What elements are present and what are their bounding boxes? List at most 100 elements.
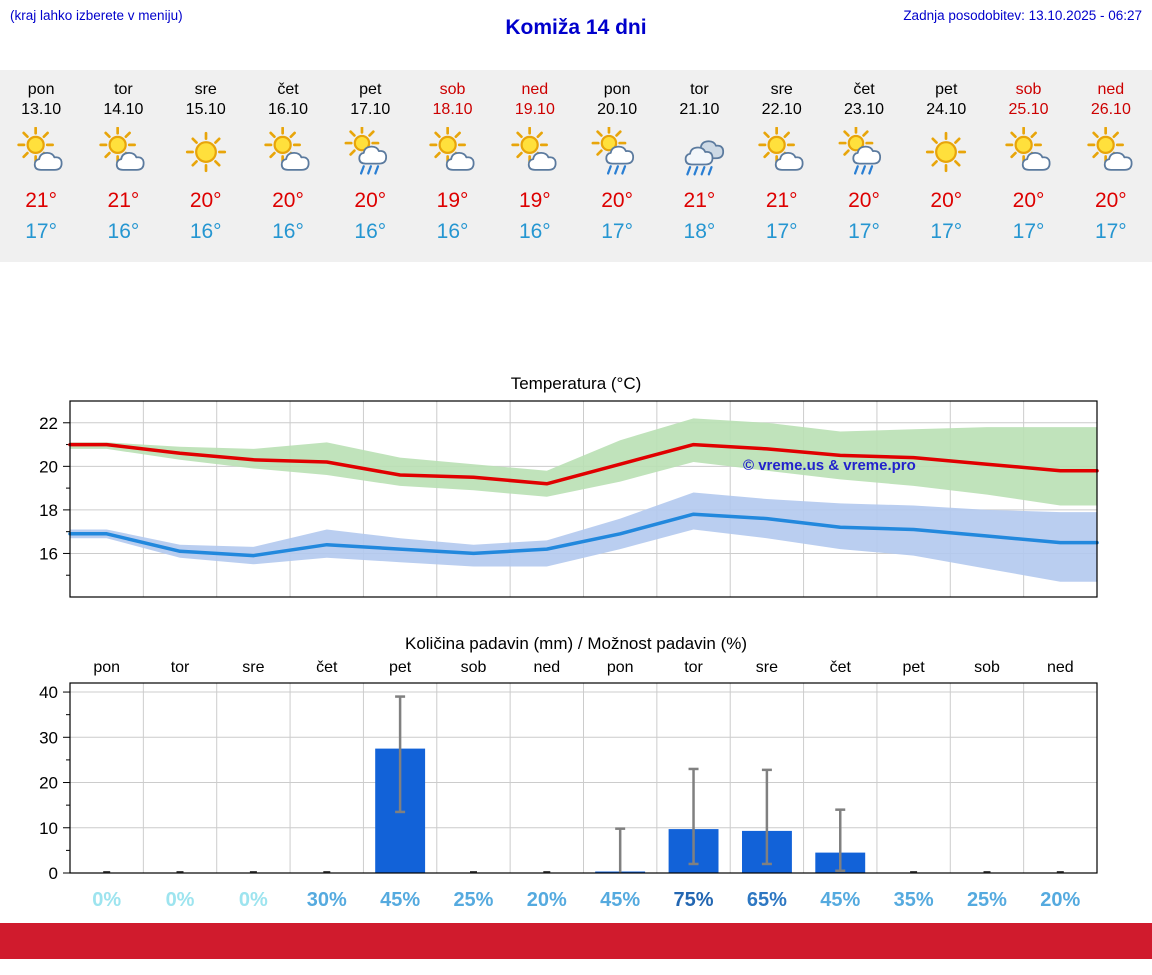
day-name: pet [359, 81, 382, 98]
temp-y-tick-label: 18 [39, 501, 58, 520]
precip-zero-tick [543, 871, 551, 873]
day-date: 22.10 [761, 101, 802, 118]
precip-day-label: pet [388, 659, 412, 676]
day-low-temp: 17° [848, 220, 880, 243]
forecast-day-column[interactable]: tor 14.10 21° 16° [82, 80, 164, 244]
forecast-day-column[interactable]: sre 15.10 20° 16° [165, 80, 247, 244]
day-low-temp: 16° [189, 220, 222, 243]
precip-zero-tick [323, 871, 331, 873]
sun-cloud-icon [758, 127, 804, 171]
max-temp-line [68, 442, 1099, 486]
watermark-link[interactable]: © vreme.us & vreme.pro [743, 457, 916, 474]
precip-day-label: pet [902, 659, 925, 676]
forecast-day-column[interactable]: pet 17.10 20° 16° [329, 80, 411, 244]
day-name: sre [770, 81, 793, 98]
day-high-temp: 20° [272, 189, 304, 212]
sun-cloud-icon [99, 127, 145, 171]
day-name: sob [1015, 81, 1042, 98]
sun-rain-icon-wrap [823, 125, 905, 179]
precip-probability: 20% [526, 889, 567, 911]
day-high-temp: 20° [848, 189, 880, 212]
footer-banner [0, 923, 1152, 959]
precip-zero-tick [910, 871, 918, 873]
temp-y-tick-label: 20 [39, 457, 58, 476]
precip-day-label: pon [606, 659, 634, 676]
precip-day-label: sre [755, 659, 778, 676]
day-date: 13.10 [21, 101, 62, 118]
precip-day-label: čet [316, 659, 338, 676]
day-high-temp: 21° [765, 189, 798, 212]
forecast-day-column[interactable]: sob 25.10 20° 17° [987, 80, 1069, 244]
precip-probability: 30% [306, 889, 347, 911]
precip-y-tick-label: 10 [39, 819, 58, 838]
last-updated: Zadnja posodobitev: 13.10.2025 - 06:27 [903, 8, 1142, 23]
precip-zero-tick [1056, 871, 1064, 873]
sun-icon-wrap [905, 125, 987, 179]
day-date: 24.10 [926, 101, 967, 118]
sun-cloud-icon-wrap [82, 125, 164, 179]
forecast-day-column[interactable]: pet 24.10 20° 17° [905, 80, 987, 244]
precip-zero-tick [470, 871, 477, 873]
rain-icon [685, 140, 725, 176]
forecast-day-column[interactable]: ned 19.10 19° 16° [494, 80, 576, 244]
min-temp-range-band [70, 492, 1097, 582]
day-date: 19.10 [514, 101, 555, 118]
temp-y-tick-label: 22 [39, 414, 58, 433]
precip-y-tick-label: 0 [49, 864, 58, 882]
forecast-day-column[interactable]: pon 13.10 21° 17° [0, 80, 82, 244]
header: (kraj lahko izberete v meniju) Komiža 14… [0, 0, 1152, 40]
sun-cloud-icon [511, 127, 557, 171]
precip-day-label: tor [684, 659, 703, 676]
temperature-chart-title: Temperatura (°C) [510, 374, 642, 393]
day-high-temp: 20° [354, 189, 387, 212]
precipitation-day-labels: pon tor sre čet pet sob ned pon tor sre čet pet sob n… [70, 659, 1097, 677]
day-date: 25.10 [1008, 101, 1049, 118]
forecast-day-column[interactable]: ned 26.10 20° 17° [1070, 80, 1152, 244]
min-temp-line [68, 512, 1099, 558]
day-name: pon [27, 81, 55, 98]
day-date: 21.10 [679, 101, 720, 118]
day-low-temp: 16° [518, 220, 551, 243]
day-date: 14.10 [103, 101, 144, 118]
sun-cloud-icon-wrap [0, 125, 82, 179]
day-low-temp: 18° [683, 220, 716, 243]
forecast-day-column[interactable]: tor 21.10 21° 18° [658, 80, 740, 244]
forecast-day-column[interactable]: čet 23.10 20° 17° [823, 80, 905, 244]
precip-y-tick-label: 30 [39, 728, 58, 747]
day-date: 23.10 [843, 101, 885, 118]
day-low-temp: 16° [272, 220, 304, 243]
day-name: tor [114, 81, 133, 98]
precip-probability: 25% [966, 889, 1007, 911]
precip-day-label: sre [242, 659, 265, 676]
sun-cloud-icon-wrap [1070, 125, 1152, 179]
precip-probability: 0% [165, 889, 195, 911]
precip-probability: 0% [238, 889, 268, 911]
precip-day-label: pon [93, 659, 121, 676]
sun-rain-icon [344, 127, 388, 175]
day-name: ned [521, 81, 549, 98]
day-low-temp: 17° [765, 220, 798, 243]
day-high-temp: 20° [1012, 189, 1045, 212]
day-name: tor [690, 81, 709, 98]
day-name: pet [935, 81, 958, 98]
max-temp-range-band [70, 418, 1097, 506]
day-low-temp: 17° [25, 220, 58, 243]
day-name: čet [277, 81, 299, 98]
forecast-day-column[interactable]: čet 16.10 20° 16° [247, 80, 329, 244]
day-low-temp: 16° [354, 220, 387, 243]
forecast-day-column[interactable]: sre 22.10 21° 17° [741, 80, 823, 244]
day-high-temp: 20° [930, 189, 963, 212]
day-low-temp: 17° [1012, 220, 1045, 243]
day-date: 17.10 [350, 101, 391, 118]
precip-zero-tick [983, 871, 991, 873]
sun-cloud-icon [428, 127, 475, 171]
precip-probability: 0% [92, 889, 122, 911]
sun-rain-icon [838, 127, 882, 175]
forecast-day-column[interactable]: pon 20.10 20° 17° [576, 80, 658, 244]
day-date: 18.10 [432, 101, 473, 118]
day-date: 16.10 [267, 101, 309, 118]
day-high-temp: 19° [436, 189, 469, 212]
menu-hint[interactable]: (kraj lahko izberete v meniju) [10, 8, 183, 23]
forecast-day-column[interactable]: sob 18.10 19° 16° [411, 80, 493, 244]
